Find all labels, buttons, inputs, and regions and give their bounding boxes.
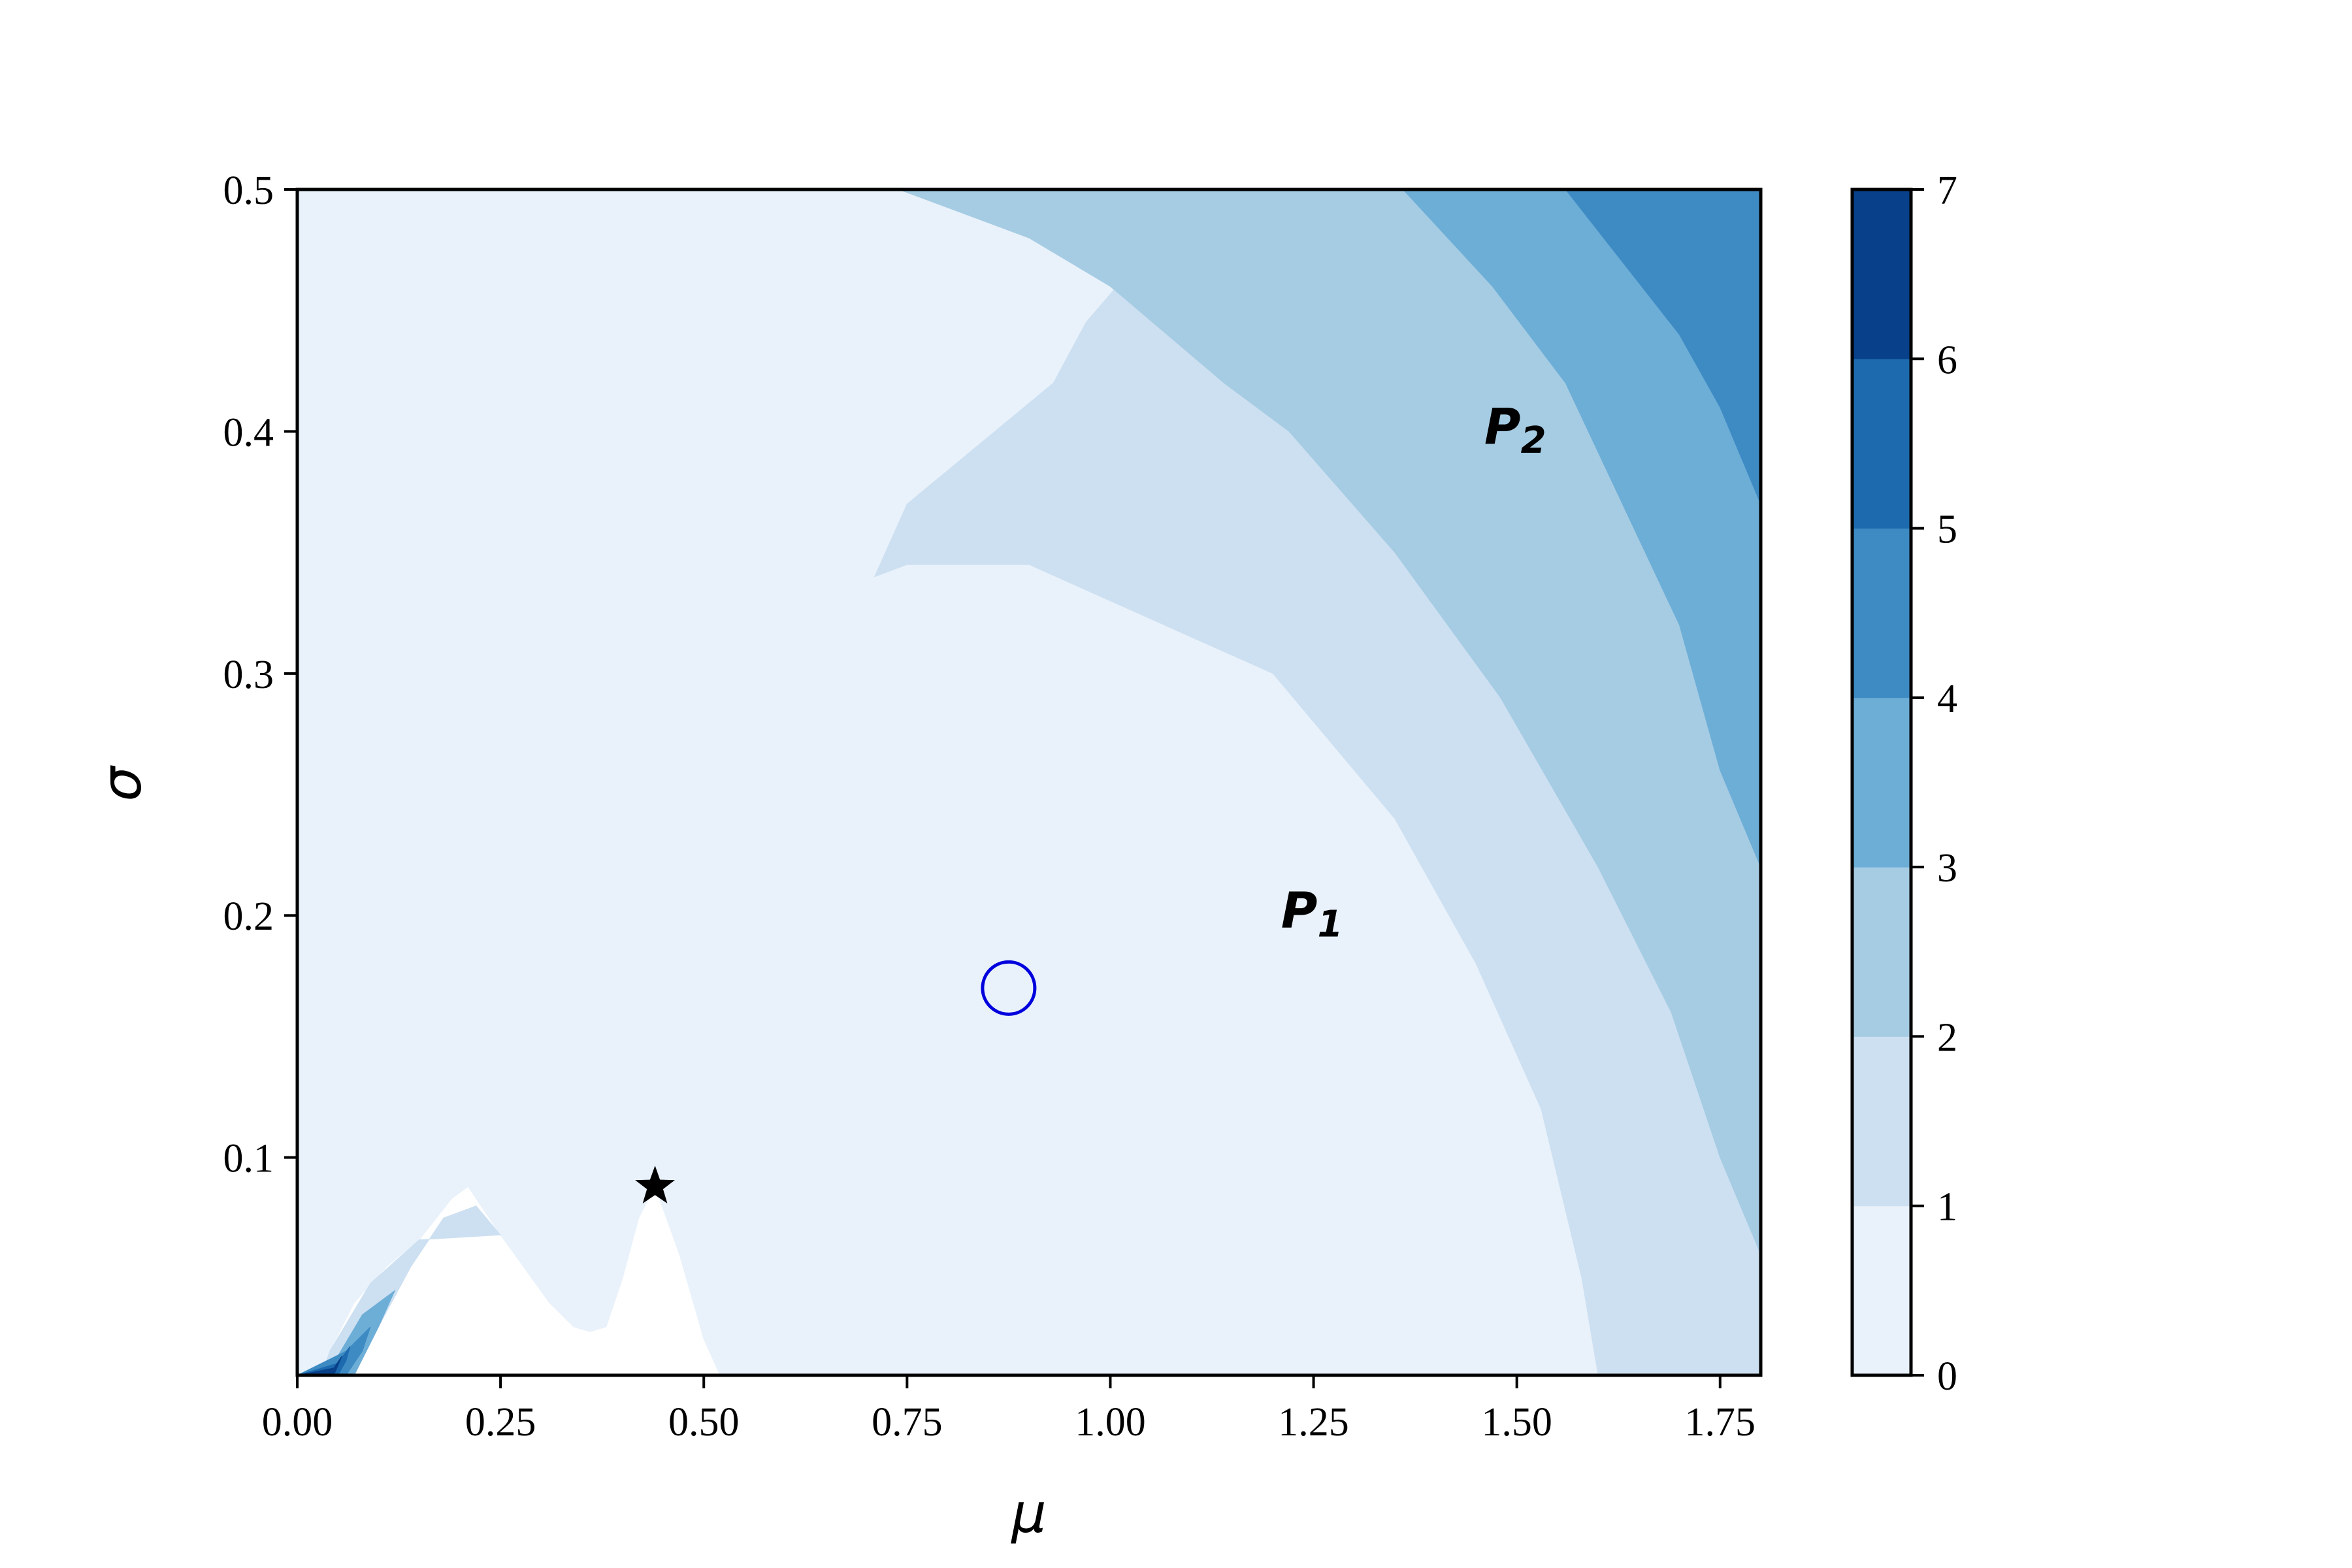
y-tick-label: 0.4 [223, 410, 274, 455]
x-tick-label: 1.75 [1685, 1400, 1756, 1445]
star-marker [635, 1166, 675, 1203]
annotation-p1: P1 [1281, 881, 1343, 946]
colorbar: 0 1 2 3 4 5 6 7 [1850, 169, 1957, 1399]
x-tick-label: 1.50 [1481, 1400, 1552, 1445]
x-axis-label: μ [1010, 1481, 1046, 1545]
x-tick-label: 0.50 [668, 1400, 740, 1445]
x-tick-label: 1.00 [1075, 1400, 1146, 1445]
annotation-p2: P2 [1484, 397, 1546, 462]
contour-band-corner-6 [297, 1356, 342, 1375]
contour-band-corner-4 [297, 1326, 371, 1375]
y-axis-ticks: 0.1 0.2 0.3 0.4 0.5 [223, 169, 297, 1181]
colorbar-tick-label: 2 [1937, 1015, 1957, 1060]
y-axis-label: σ [90, 765, 154, 802]
annotations: P1 P2 [1281, 397, 1546, 946]
colorbar-tick-label: 4 [1937, 677, 1957, 721]
colorbar-tick-label: 7 [1937, 169, 1957, 213]
colorbar-segment [1852, 1205, 1911, 1376]
x-tick-label: 1.25 [1278, 1400, 1349, 1445]
y-tick-label: 0.2 [223, 894, 274, 939]
markers [635, 960, 1037, 1203]
x-tick-label: 0.25 [465, 1400, 536, 1445]
contour-bands [297, 189, 1761, 1375]
colorbar-tick-label: 6 [1937, 338, 1957, 382]
colorbar-segment [1852, 697, 1911, 868]
contour-band-5-6 [1565, 189, 1761, 504]
x-axis-ticks: 0.00 0.25 0.50 0.75 1.00 1.25 1.50 1.75 [262, 1375, 1756, 1445]
x-tick-label: 0.75 [872, 1400, 943, 1445]
colorbar-segment [1852, 867, 1911, 1037]
colorbar-segment [1852, 189, 1911, 359]
colorbar-tick-label: 0 [1937, 1354, 1957, 1399]
colorbar-segment [1852, 1036, 1911, 1207]
circle-marker [981, 960, 1037, 1016]
x-tick-label: 0.00 [262, 1400, 333, 1445]
colorbar-segment [1852, 528, 1911, 698]
plot-frame [295, 188, 1763, 1377]
colorbar-tick-label: 1 [1937, 1185, 1957, 1230]
colorbar-frame [1850, 188, 1913, 1377]
colorbar-tick-label: 5 [1937, 508, 1957, 552]
y-tick-label: 0.1 [223, 1137, 274, 1181]
y-tick-label: 0.5 [223, 169, 274, 213]
y-tick-label: 0.3 [223, 653, 274, 697]
colorbar-segment [1852, 359, 1911, 529]
colorbar-tick-label: 3 [1937, 846, 1957, 890]
